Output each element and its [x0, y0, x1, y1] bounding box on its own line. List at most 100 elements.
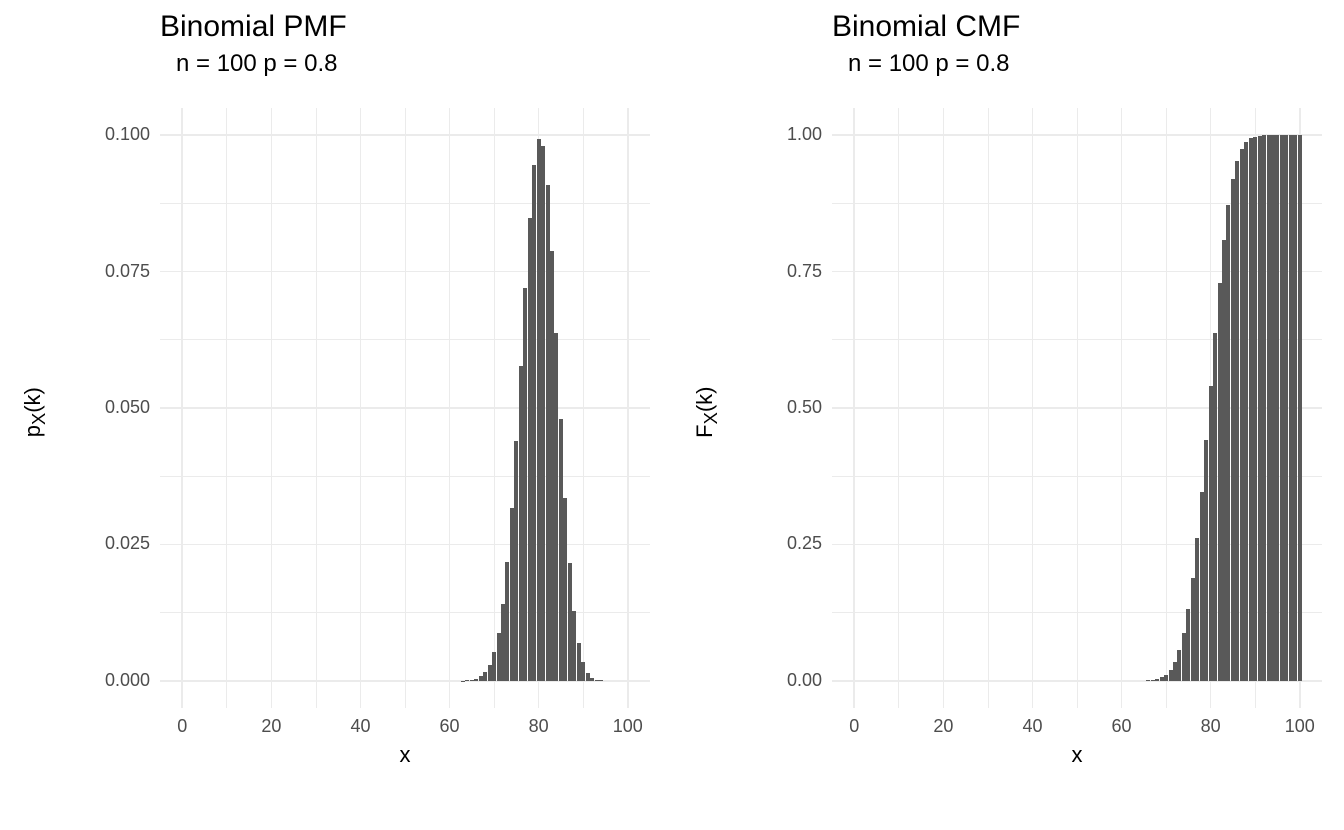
cmf-bar — [1195, 538, 1199, 680]
grid-h — [160, 134, 650, 136]
cmf-bar — [1209, 386, 1213, 680]
x-tick-label: 40 — [1002, 716, 1062, 737]
pmf-bar — [546, 185, 550, 681]
x-tick-label: 100 — [1270, 716, 1330, 737]
panel-pmf: Binomial PMFn = 100 p = 0.80204060801000… — [0, 0, 672, 830]
pmf-bar — [523, 288, 527, 681]
cmf-bar — [1280, 135, 1284, 680]
cmf-bar — [1244, 142, 1248, 681]
pmf-bar — [519, 366, 523, 681]
pmf-bar — [470, 680, 474, 681]
pmf-bar — [497, 633, 501, 681]
cmf-bar — [1173, 662, 1177, 681]
cmf-bar — [1240, 149, 1244, 681]
x-tick-label: 80 — [509, 716, 569, 737]
pmf-ylabel: pX(k) — [20, 112, 50, 712]
cmf-bar — [1177, 650, 1181, 680]
cmf-bar — [1289, 135, 1293, 680]
figure: Binomial PMF n = 100 p = 0.8 0 20 40 60 80 100 0… — [0, 0, 1344, 830]
grid-h-minor — [160, 203, 650, 204]
pmf-bar — [541, 146, 545, 681]
grid-h — [160, 271, 650, 273]
y-tick-label: 0.25 — [752, 533, 822, 554]
pmf-xlabel: x — [160, 742, 650, 768]
grid-h — [160, 544, 650, 546]
pmf-bar — [568, 563, 572, 681]
y-tick-label: 0.00 — [752, 670, 822, 691]
pmf-bar — [550, 251, 554, 681]
pmf-bar — [595, 680, 599, 681]
x-tick-label: 60 — [420, 716, 480, 737]
y-tick-label: 0.75 — [752, 261, 822, 282]
cmf-bar — [1284, 135, 1288, 680]
pmf-bar — [537, 139, 541, 681]
cmf-bar — [1271, 135, 1275, 680]
cmf-bar — [1293, 135, 1297, 680]
y-tick-label: 0.50 — [752, 397, 822, 418]
grid-h — [832, 134, 1322, 136]
pmf-bar — [528, 218, 532, 681]
cmf-bar — [1262, 135, 1266, 680]
y-tick-label: 0.000 — [80, 670, 150, 691]
x-tick-label: 20 — [241, 716, 301, 737]
y-tick-label: 0.075 — [80, 261, 150, 282]
x-tick-label: 80 — [1181, 716, 1241, 737]
cmf-bar — [1155, 679, 1159, 681]
y-tick-label: 0.025 — [80, 533, 150, 554]
cmf-bar — [1275, 135, 1279, 680]
pmf-bar — [479, 676, 483, 680]
y-tick-label: 0.100 — [80, 124, 150, 145]
pmf-bar — [577, 643, 581, 681]
pmf-bar — [563, 498, 567, 681]
pmf-plot-area — [160, 108, 650, 708]
cmf-bar — [1249, 138, 1253, 680]
cmf-ylabel: FX(k) — [692, 112, 722, 712]
cmf-bar — [1151, 680, 1155, 681]
cmf-bar — [1169, 670, 1173, 681]
x-tick-label: 0 — [824, 716, 884, 737]
pmf-bar — [510, 508, 514, 681]
cmf-bar — [1258, 136, 1262, 681]
pmf-bar — [488, 665, 492, 681]
grid-h-minor — [160, 476, 650, 477]
pmf-bar — [559, 419, 563, 681]
grid-h — [160, 407, 650, 409]
cmf-title: Binomial CMF — [832, 10, 1020, 44]
pmf-bar — [532, 165, 536, 681]
pmf-bar — [572, 611, 576, 681]
pmf-bar — [581, 662, 585, 680]
cmf-bar — [1235, 161, 1239, 681]
panel-cmf: Binomial CMFn = 100 p = 0.80204060801000… — [672, 0, 1344, 830]
cmf-bar — [1204, 440, 1208, 680]
cmf-bar — [1213, 333, 1217, 681]
cmf-bar — [1267, 135, 1271, 680]
x-tick-label: 20 — [913, 716, 973, 737]
pmf-bar — [514, 441, 518, 680]
cmf-bar — [1231, 179, 1235, 681]
pmf-subtitle: n = 100 p = 0.8 — [176, 50, 337, 78]
x-tick-label: 0 — [152, 716, 212, 737]
cmf-bar — [1253, 137, 1257, 681]
cmf-bar — [1160, 677, 1164, 680]
x-tick-label: 40 — [330, 716, 390, 737]
cmf-subtitle: n = 100 p = 0.8 — [848, 50, 1009, 78]
cmf-bar — [1186, 609, 1190, 681]
y-tick-label: 1.00 — [752, 124, 822, 145]
cmf-bar — [1200, 492, 1204, 681]
pmf-bar — [586, 673, 590, 681]
grid-h-minor — [160, 612, 650, 613]
pmf-bar — [554, 333, 558, 681]
cmf-bar — [1298, 135, 1302, 680]
cmf-bar — [1164, 675, 1168, 681]
pmf-bar — [590, 678, 594, 681]
cmf-plot-area — [832, 108, 1322, 708]
cmf-bar — [1226, 205, 1230, 680]
pmf-title: Binomial PMF — [160, 10, 347, 44]
pmf-bar — [474, 679, 478, 681]
pmf-bar — [492, 652, 496, 680]
cmf-bar — [1222, 240, 1226, 681]
cmf-bar — [1191, 578, 1195, 681]
cmf-bar — [1218, 283, 1222, 681]
cmf-bar — [1182, 633, 1186, 681]
pmf-bar — [483, 672, 487, 681]
